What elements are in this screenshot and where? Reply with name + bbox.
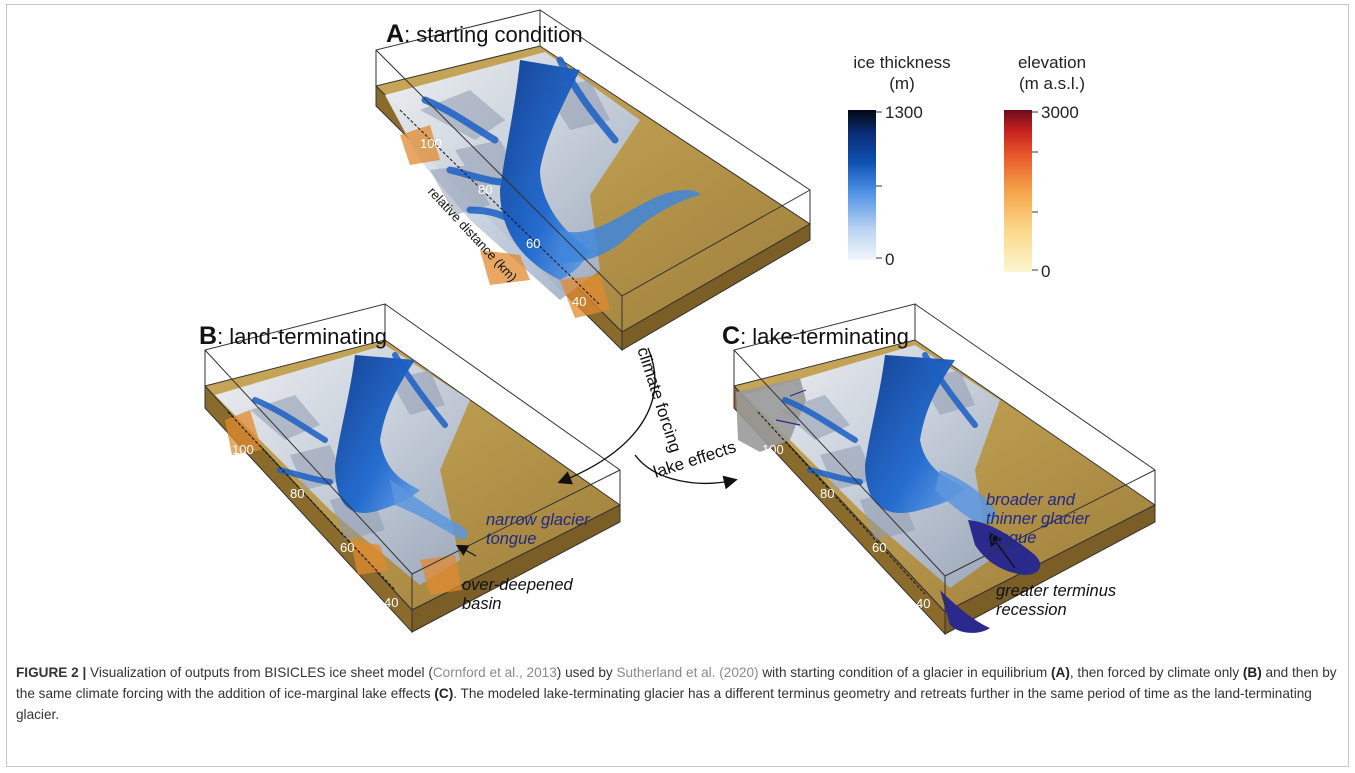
panel-b-letter: B — [199, 322, 218, 350]
panel-b-annotation-basin: over-deepened basin — [462, 576, 573, 614]
panel-c-annotation-recession-line1: greater terminus — [996, 582, 1117, 600]
elevation-legend-title-line1: elevation — [1017, 53, 1087, 72]
panel-b-annotation-basin-line1: over-deepened — [462, 576, 573, 594]
panel-c-annotation-glacier-line2: thinner glacier — [986, 510, 1090, 528]
panel-b-distance-100: 100 — [232, 442, 254, 457]
panel-c-title: C: lake-terminating — [722, 322, 909, 351]
panel-b-title: B: land-terminating — [199, 322, 387, 351]
ice-thickness-colorbar — [848, 110, 876, 260]
panel-c-letter: C — [722, 322, 741, 350]
caption-figure-label: FIGURE 2 | — [16, 665, 87, 680]
panel-a-block — [375, 9, 811, 352]
caption-text-5: and then by the same climate forcing wit… — [16, 665, 1337, 701]
panel-a-distance-100: 100 — [420, 136, 442, 151]
panel-c-distance-100: 100 — [762, 442, 784, 457]
caption-ref-cornford[interactable]: Cornford et al., 2013 — [432, 665, 557, 680]
panel-a-title: A: starting condition — [386, 20, 583, 49]
elevation-legend-title: elevation (m a.s.l.) — [982, 52, 1122, 94]
caption-bold-c: (C) — [434, 686, 454, 701]
panel-a-distance-80: 80 — [478, 182, 493, 197]
panel-c-distance-40: 40 — [916, 596, 931, 611]
lake-effects-arrow — [634, 454, 738, 490]
caption-text-1: Visualization of outputs from BISICLES i… — [86, 665, 433, 680]
ice-legend-max: 1300 — [885, 103, 923, 122]
panel-c-annotation-recession-line2: recession — [996, 601, 1067, 619]
panel-c-distance-60: 60 — [872, 540, 887, 555]
panel-b-annotation-basin-line2: basin — [462, 595, 502, 613]
panel-c-text: : lake-terminating — [740, 324, 909, 349]
panel-b-block — [204, 303, 621, 634]
panel-c-annotation-glacier-line3: tongue — [986, 529, 1037, 547]
elevation-legend-title-line2: (m a.s.l.) — [1018, 74, 1086, 93]
panel-b-text: : land-terminating — [217, 324, 388, 349]
ice-legend-title: ice thickness (m) — [832, 52, 972, 94]
panel-b-distance-80: 80 — [290, 486, 305, 501]
panel-c-distance-80: 80 — [820, 486, 835, 501]
panel-a-distance-60: 60 — [526, 236, 541, 251]
panel-a-letter: A — [386, 20, 405, 48]
panel-c-annotation-glacier-line1: broader and — [986, 491, 1075, 509]
figure-caption: FIGURE 2 | Visualization of outputs from… — [16, 662, 1338, 725]
caption-text-6: . The modeled lake-terminating glacier h… — [16, 686, 1312, 722]
ice-legend-title-line1: ice thickness — [853, 53, 951, 72]
panel-a-text: : starting condition — [404, 22, 583, 47]
elevation-colorbar — [1004, 110, 1032, 272]
caption-bold-a: (A) — [1050, 665, 1070, 680]
ice-legend-title-line2: (m) — [889, 74, 915, 93]
panel-a-distance-40: 40 — [572, 294, 587, 309]
caption-ref-sutherland[interactable]: Sutherland et al. (2020) — [616, 665, 759, 680]
panel-c-block — [733, 303, 1156, 636]
caption-text-3: with starting condition of a glacier in … — [758, 665, 1051, 680]
elevation-legend-min: 0 — [1041, 262, 1051, 281]
caption-bold-b: (B) — [1242, 665, 1262, 680]
panel-b-annotation-glacier-line1: narrow glacier — [486, 511, 590, 529]
panel-b-annotation-glacier: narrow glacier tongue — [486, 511, 590, 549]
caption-text-4: , then forced by climate only — [1069, 665, 1243, 680]
climate-forcing-arrow — [557, 347, 656, 485]
figure-graphic — [204, 9, 1156, 636]
caption-text-2: ) used by — [556, 665, 617, 680]
panel-c-annotation-glacier: broader and thinner glacier tongue — [986, 491, 1090, 548]
panel-b-distance-40: 40 — [384, 595, 399, 610]
panel-b-annotation-glacier-line2: tongue — [486, 530, 537, 548]
ice-legend-min: 0 — [885, 250, 895, 269]
panel-b-distance-60: 60 — [340, 540, 355, 555]
panel-c-annotation-recession: greater terminus recession — [996, 582, 1116, 620]
elevation-legend-max: 3000 — [1041, 103, 1079, 122]
